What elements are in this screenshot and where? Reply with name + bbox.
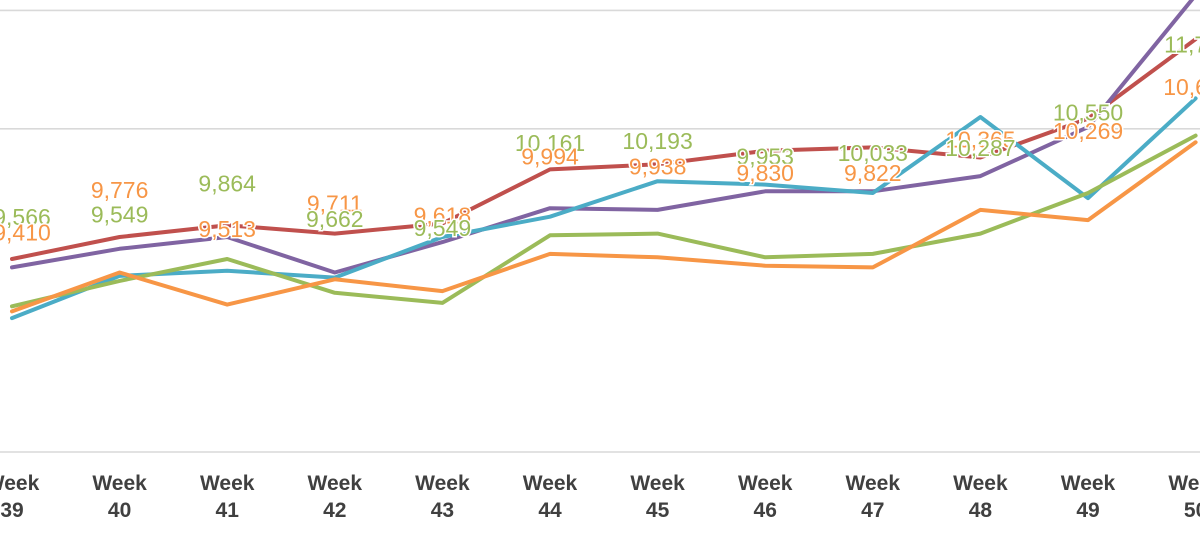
data-label-13: 9,938 (629, 153, 687, 179)
x-tick-label-line: Week (1168, 472, 1200, 495)
data-labels: 9,5669,4109,7769,5499,8649,5139,7119,662… (0, 30, 1200, 247)
series-line-2 (10, 96, 1198, 321)
series-lines (10, 0, 1198, 321)
x-tick-label-line: Week (953, 472, 1008, 495)
x-tick-label-line: Week (92, 472, 147, 495)
series-line-4 (10, 140, 1198, 314)
x-tick-label-6: Week 45 (630, 472, 685, 522)
data-label-3: 9,549 (91, 202, 149, 228)
data-label-5: 9,513 (198, 216, 256, 242)
x-tick-label-line: 49 (1076, 499, 1099, 522)
data-label-6: 9,711 (307, 191, 363, 217)
x-tick-label-line: Week (523, 472, 578, 495)
data-label-12: 10,193 (622, 128, 692, 154)
data-label-22: 11,7 (1164, 32, 1200, 58)
x-tick-label-line: 43 (431, 499, 454, 522)
data-label-16: 10,033 (838, 140, 908, 166)
x-tick-label-line: 45 (646, 499, 670, 522)
x-tick-label-8: Week 47 (846, 472, 901, 522)
data-label-18: 10,365 (945, 126, 1015, 152)
data-label-2: 9,776 (91, 177, 149, 203)
data-label-1: 9,410 (0, 219, 51, 245)
x-tick-label-line: Week (200, 472, 255, 495)
series-line-0 (10, 37, 1198, 261)
series-line-3 (10, 133, 1198, 309)
x-tick-label-1: Week 40 (92, 472, 147, 522)
data-label-0: 9,566 (0, 204, 51, 230)
x-tick-label-0: Week 39 (0, 472, 40, 522)
data-label-17: 9,822 (844, 160, 902, 186)
data-label-21: 10,269 (1053, 118, 1123, 144)
x-tick-label-line: Week (738, 472, 793, 495)
x-tick-label-line: 47 (861, 499, 884, 522)
x-tick-label-line: Week (308, 472, 363, 495)
data-label-20: 10,550 (1053, 99, 1123, 125)
data-label-8: 9,618 (414, 203, 472, 229)
data-label-15: 9,830 (736, 160, 794, 186)
x-tick-label-line: 40 (108, 499, 131, 522)
x-tick-label-11: Week 50 (1168, 472, 1200, 522)
x-tick-label-7: Week 46 (738, 472, 793, 522)
data-label-7: 9,662 (306, 206, 364, 232)
data-label-4: 9,864 (198, 170, 256, 196)
data-label-10: 10,161 (515, 130, 585, 156)
x-tick-label-2: Week 41 (200, 472, 255, 522)
series-line-1 (10, 0, 1195, 275)
x-axis-tick-labels: Week39Week40Week41Week42Week43Week44Week… (0, 472, 1200, 522)
x-tick-label-line: 41 (216, 499, 240, 522)
data-label-23: 10,6 (1163, 74, 1200, 100)
x-tick-label-line: 48 (969, 499, 993, 522)
x-tick-label-line: Week (0, 472, 40, 495)
x-tick-label-line: 42 (323, 499, 346, 522)
x-tick-label-line: 46 (754, 499, 777, 522)
x-tick-label-10: Week 49 (1061, 472, 1116, 522)
x-tick-label-line: Week (1061, 472, 1116, 495)
x-tick-label-line: Week (630, 472, 685, 495)
x-tick-label-line: 50 (1184, 499, 1200, 522)
data-label-9: 9,549 (414, 215, 472, 241)
x-tick-label-line: 39 (0, 499, 23, 522)
data-label-11: 9,994 (521, 143, 579, 169)
x-tick-label-line: Week (415, 472, 470, 495)
data-label-19: 10,287 (945, 135, 1015, 161)
data-label-14: 9,953 (736, 143, 794, 169)
x-tick-label-line: 44 (538, 499, 562, 522)
x-tick-label-line: Week (846, 472, 901, 495)
x-tick-label-3: Week 42 (308, 472, 363, 522)
x-tick-label-4: Week 43 (415, 472, 470, 522)
x-tick-label-5: Week 44 (523, 472, 578, 522)
gridlines (0, 9, 1200, 453)
x-tick-label-9: Week 48 (953, 472, 1008, 522)
